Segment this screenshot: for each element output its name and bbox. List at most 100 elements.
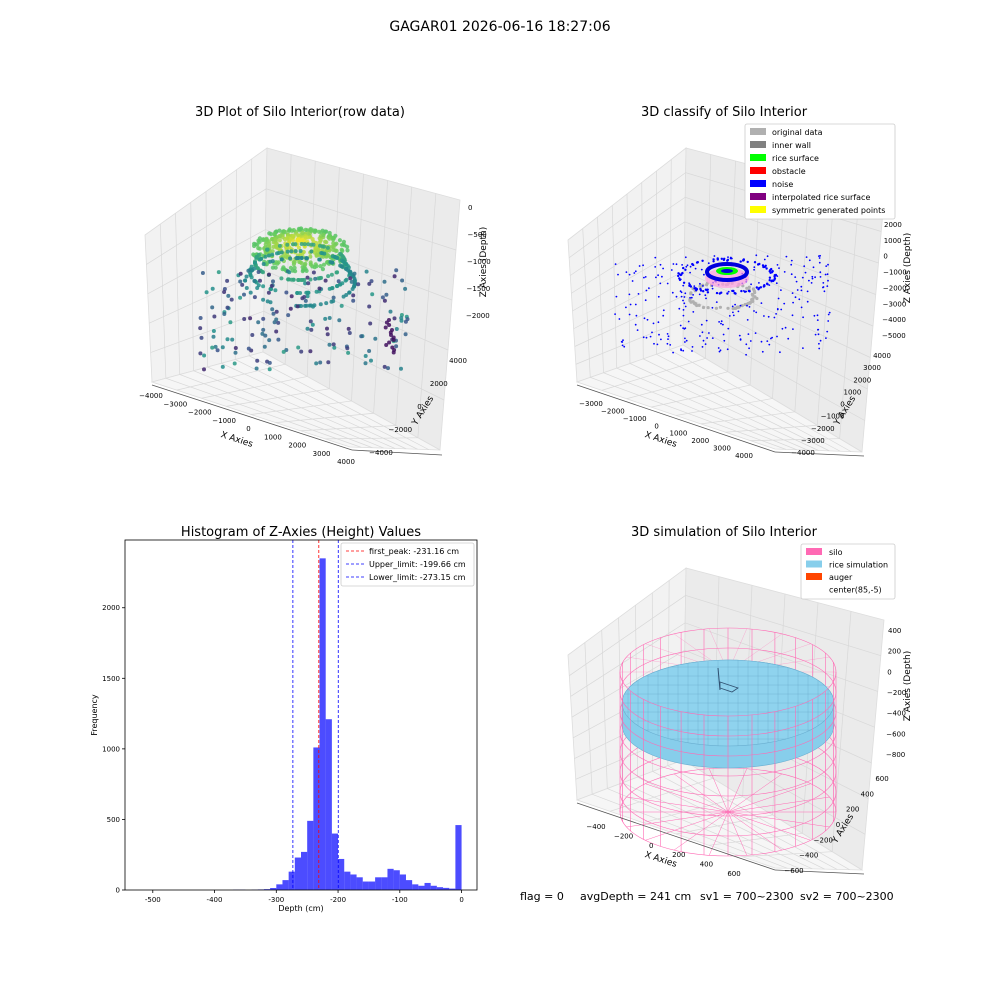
panel1-point <box>233 346 238 350</box>
panel1-point <box>284 290 289 295</box>
panel1-point <box>222 287 227 291</box>
pane-gridline-z <box>572 246 874 327</box>
panel1-point <box>323 239 328 244</box>
panel1-y-tick-label: 0 <box>417 403 421 411</box>
panel2-point-noise <box>631 280 634 282</box>
panel-histogram: Histogram of Z-Axies (Height) Values -50… <box>90 525 478 913</box>
panel2-point-noise <box>684 268 687 271</box>
panel1-point <box>327 316 332 320</box>
panel1-point <box>254 255 259 260</box>
panel2-point-noise <box>645 289 648 292</box>
panel1-point <box>299 349 304 354</box>
panel2-point-noise <box>801 276 804 279</box>
panel1-point <box>308 349 313 354</box>
panel1-floor <box>150 351 441 451</box>
panel2-point-noise <box>817 328 819 331</box>
pane-gridline-x <box>609 576 720 812</box>
panel2-point-noise <box>755 286 758 289</box>
panel2-point-noise <box>713 255 716 257</box>
panel1-point <box>302 277 307 282</box>
panel1-point <box>308 319 313 324</box>
panel2-point-noise <box>818 347 821 350</box>
panel2-point-noise <box>716 258 719 261</box>
panel1-point <box>220 364 225 369</box>
panel1-point <box>308 254 313 259</box>
histogram-bar <box>368 881 376 890</box>
panel1-point <box>256 246 261 251</box>
panel2-point-noise <box>695 288 699 291</box>
panel1-y-tick-label: −2000 <box>388 426 412 434</box>
panel2-point-noise <box>679 290 682 293</box>
panel1-point <box>319 251 324 255</box>
silo-floor-spoke <box>727 768 748 813</box>
panel2-point-noise <box>723 339 726 342</box>
panel1-x-axis <box>151 384 353 451</box>
panel2-point-noise <box>768 279 771 282</box>
panel2-point-noise <box>755 311 758 314</box>
panel1-point <box>296 226 302 231</box>
panel2-legend-items: original data inner wall rice surface obsta… <box>750 128 885 215</box>
panel2-point-noise <box>746 319 749 321</box>
panel2-point-noise <box>685 339 688 342</box>
panel2-point-noise <box>818 255 820 257</box>
panel2-point-wall <box>697 303 701 307</box>
panel1-point <box>301 249 306 255</box>
panel2-point-noise <box>623 345 626 348</box>
panel2-point-noise <box>794 296 797 299</box>
panel2-point-noise <box>817 333 820 336</box>
panel1-point <box>276 337 281 342</box>
panel2-point-noise <box>628 313 631 316</box>
panel2-point-noise <box>805 256 808 258</box>
panel2-point-noise <box>827 313 830 316</box>
panel2-x-tick-label: 3000 <box>713 445 731 453</box>
panel1-point <box>384 292 389 297</box>
panel1-point <box>269 284 274 288</box>
panel1-point <box>238 279 243 284</box>
panel2-point-noise <box>812 266 815 269</box>
panel2-point-noise <box>766 340 769 342</box>
panel2-point-noise <box>810 282 813 284</box>
panel2-point-noise <box>692 264 695 267</box>
status-sv2: sv2 = 700~2300 <box>800 890 894 903</box>
panel2-point-noise <box>746 304 748 307</box>
silo-ring-front <box>619 771 837 817</box>
panel1-point <box>252 295 257 300</box>
panel2-point-noise <box>796 289 799 291</box>
panel4-y-tick-label: 0 <box>836 821 840 829</box>
panel2-point-noise <box>684 327 687 330</box>
panel1-z-tick-label: −2000 <box>466 312 490 320</box>
panel1-point <box>250 268 254 273</box>
panel1-point <box>336 279 341 284</box>
panel1-point <box>325 245 330 250</box>
pane-gridline-z <box>147 229 453 301</box>
panel1-point <box>253 260 257 265</box>
panel2-point-noise <box>811 277 814 280</box>
panel2-point-noise <box>625 306 627 309</box>
panel2-point-noise <box>655 276 657 279</box>
silo-ring-front <box>619 711 837 757</box>
panel1-point <box>399 366 403 371</box>
pane-gridline-x <box>725 186 835 433</box>
silo-floor-spoke <box>708 768 729 813</box>
panel1-point <box>298 260 303 265</box>
panel2-point-noise <box>727 256 729 258</box>
panel1-point <box>265 247 270 252</box>
panel1-point <box>305 275 310 280</box>
panel1-z-tick-label: −1500 <box>467 285 491 293</box>
panel1-z-tick-label: 0 <box>468 204 472 212</box>
panel3-bars <box>233 558 462 890</box>
panel1-point <box>232 361 237 366</box>
panel1-point <box>300 269 305 274</box>
panel4-y-tick-label: 200 <box>846 806 859 814</box>
panel2-title: 3D classify of Silo Interior <box>641 105 808 120</box>
panel1-point <box>240 282 245 287</box>
panel1-point <box>300 265 305 270</box>
panel1-point <box>222 290 227 294</box>
panel2-point-noise <box>758 282 760 284</box>
panel2-point-noise <box>770 279 774 282</box>
panel2-point-noise <box>666 282 669 285</box>
panel2-point-noise <box>776 335 778 338</box>
panel1-point <box>324 301 329 306</box>
panel2-point-noise <box>635 314 638 317</box>
panel2-point-noise <box>783 302 786 305</box>
